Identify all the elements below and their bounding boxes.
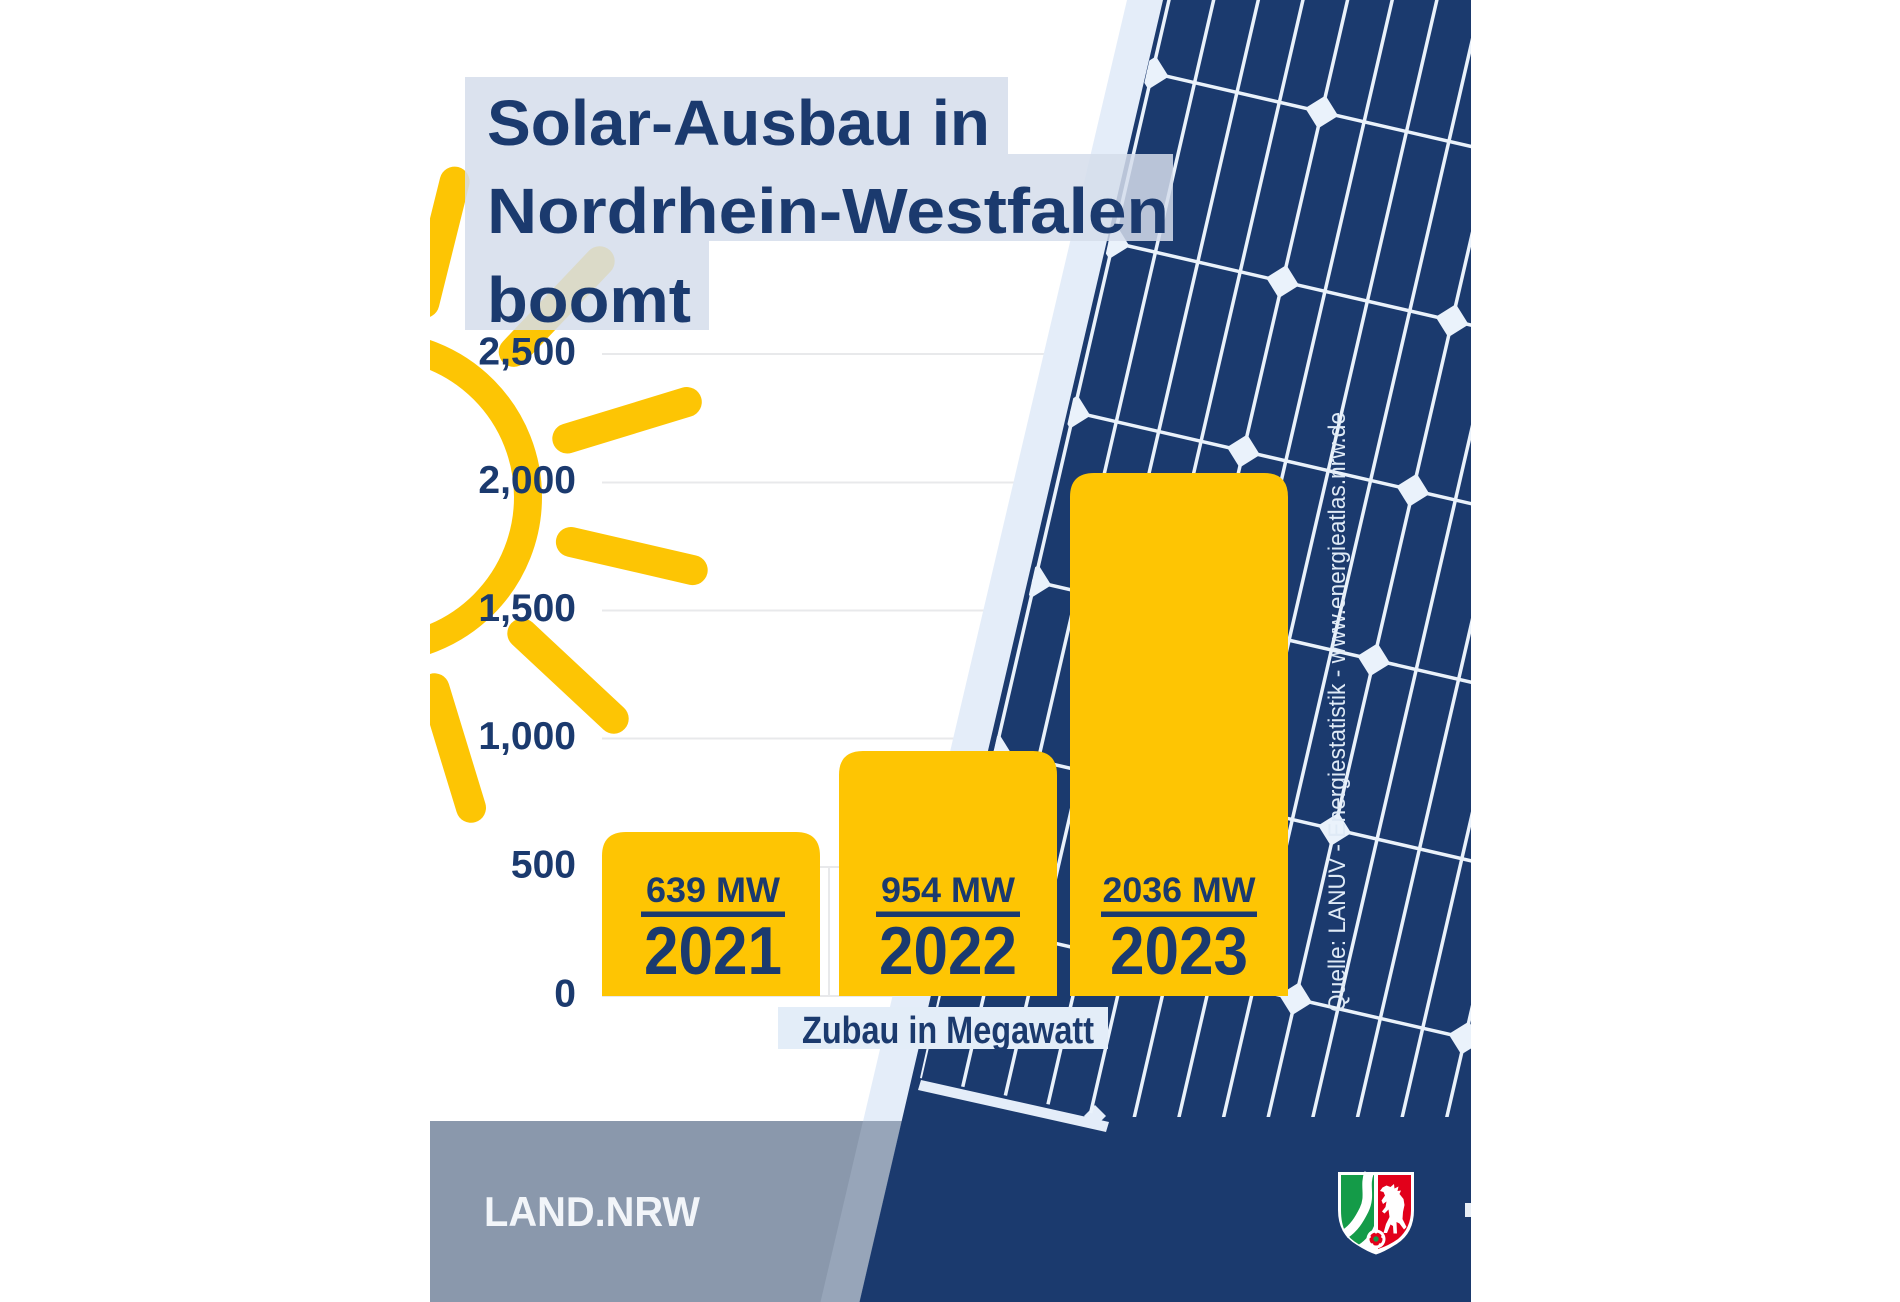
svg-text:2,000: 2,000 [478,459,576,502]
svg-text:Solar-Ausbau in: Solar-Ausbau in [487,87,990,159]
svg-text:Nordrhein-Westfalen: Nordrhein-Westfalen [487,175,1169,247]
svg-text:2021: 2021 [644,913,782,989]
svg-text:2,500: 2,500 [478,331,576,374]
svg-text:2023: 2023 [1110,913,1248,989]
svg-text:0: 0 [554,973,576,1016]
svg-text:954 MW: 954 MW [881,871,1015,910]
svg-text:639 MW: 639 MW [646,871,780,910]
svg-text:2036 MW: 2036 MW [1103,871,1256,910]
svg-text:Zubau in Megawatt: Zubau in Megawatt [802,1010,1094,1052]
svg-text:boomt: boomt [487,264,691,336]
svg-text:500: 500 [511,844,576,887]
svg-text:Quelle: LANUV - Energiestatist: Quelle: LANUV - Energiestatistik - www.e… [1324,412,1351,1012]
svg-text:1,000: 1,000 [478,715,576,758]
svg-text:2022: 2022 [879,913,1017,989]
svg-text:1,500: 1,500 [478,587,576,630]
svg-text:LAND.NRW: LAND.NRW [484,1188,700,1235]
